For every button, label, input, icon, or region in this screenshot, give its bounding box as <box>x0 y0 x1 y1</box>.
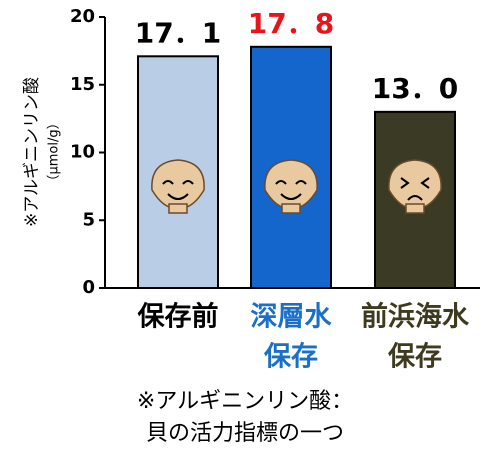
x-tick-label: 保存 <box>263 342 318 373</box>
eye <box>275 180 307 185</box>
eye <box>162 180 194 185</box>
y-tick-label: 5 <box>82 209 95 230</box>
bar <box>374 110 456 289</box>
scallop-hinge <box>405 203 425 214</box>
scallop-shell <box>151 159 205 209</box>
x-tick-label: 保存 <box>387 342 442 373</box>
x-tick-label: 保存前 <box>137 301 219 333</box>
y-label-line: ※アルギニンリン酸 <box>22 77 42 227</box>
y-tick-label: 10 <box>70 142 95 163</box>
value-label: 17．1 <box>135 16 221 49</box>
scallop-icon <box>388 159 442 214</box>
y-label: ※アルギニンリン酸 （μmol/g） <box>22 77 62 227</box>
y-tick-label: 0 <box>82 277 95 298</box>
scallop-shell <box>264 159 318 209</box>
y-tick-label: 20 <box>70 6 95 27</box>
value-label: 13．0 <box>372 72 458 105</box>
note: 貝の活力指標の一つ <box>146 421 344 446</box>
eye <box>400 177 430 189</box>
scallop-icon <box>151 159 205 214</box>
scallop-shell <box>388 159 442 209</box>
scallop-icon <box>264 159 318 214</box>
note: ※アルギニンリン酸： <box>137 389 353 414</box>
mouth <box>280 193 302 200</box>
mouth <box>167 193 189 200</box>
y-tick-label: 15 <box>70 74 95 95</box>
scallop-hinge <box>168 203 188 214</box>
value-label: 17．8 <box>248 7 334 40</box>
y-label-line: （μmol/g） <box>47 116 62 187</box>
scallop-hinge <box>281 203 301 214</box>
x-tick-label: 深層水 <box>251 302 333 333</box>
mouth <box>407 195 423 201</box>
x-tick-label: 前浜海水 <box>361 301 470 333</box>
